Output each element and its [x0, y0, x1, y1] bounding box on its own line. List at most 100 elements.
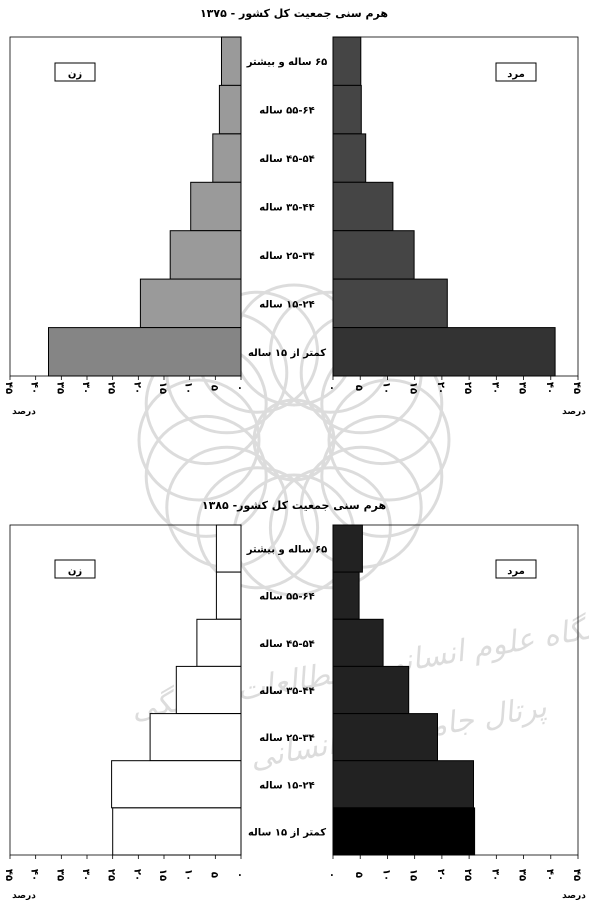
population-pyramid-1385: هرم سنی جمعیت کل کشور- ۱۳۸۵ ۶۵ ساله و بی… [3, 499, 586, 901]
right-tick-label: ۴۰ [544, 382, 555, 394]
left-tick-label: ۰ [234, 872, 245, 878]
right-tick-label: ۱۵ [408, 382, 419, 394]
age-group-label: ۱۵-۲۴ ساله [259, 780, 314, 791]
left-tick-label: ۴۵ [3, 869, 14, 881]
female-bar-0 [215, 524, 242, 573]
right-tick-label: ۱۰ [380, 382, 391, 394]
age-group-label: ۲۵-۳۴ ساله [259, 733, 314, 744]
female-legend-label: زن [68, 69, 83, 80]
right-tick-label: ۳۰ [489, 869, 500, 881]
male-bar-2 [332, 618, 384, 667]
age-group-label: ۲۵-۳۴ ساله [259, 251, 314, 262]
age-group-label: ۳۵-۴۴ ساله [259, 203, 314, 214]
female-legend-box [54, 62, 96, 82]
plot-area: ۶۵ ساله و بیشتر ۵۵-۶۴ ساله ۴۵-۵۴ ساله ۳۵-۴۴… [3, 524, 586, 901]
male-legend-label: مرد [507, 69, 525, 80]
left-axis-unit-label: درصد [12, 407, 36, 417]
left-tick-label: ۳۵ [54, 382, 65, 394]
female-bar-2 [196, 618, 242, 667]
female-bar-3 [190, 181, 242, 232]
right-tick-label: ۰ [326, 385, 337, 391]
plot-area: ۶۵ ساله و بیشتر ۵۵-۶۴ ساله ۴۵-۵۴ ساله ۳۵-۴۴… [3, 36, 586, 417]
right-axis-unit-label: درصد [562, 891, 586, 901]
left-tick-label: ۲۰ [131, 382, 142, 394]
male-bar-6 [332, 327, 556, 377]
left-axis-unit-label: درصد [12, 891, 36, 901]
male-bar-2 [332, 133, 367, 183]
left-tick-label: ۲۵ [106, 382, 117, 394]
age-group-label: ۵۵-۶۴ ساله [259, 592, 314, 603]
right-tick-label: ۰ [326, 872, 337, 878]
male-bar-6 [332, 807, 476, 856]
female-bar-4 [149, 713, 242, 762]
female-legend-box [54, 559, 96, 579]
age-group-label: کمتر از ۱۵ ساله [248, 827, 326, 838]
left-tick-label: ۴۰ [29, 382, 40, 394]
male-bar-3 [332, 181, 394, 232]
male-bar-0 [332, 36, 362, 86]
left-tick-label: ۳۰ [80, 382, 91, 394]
female-bar-0 [221, 36, 242, 86]
right-tick-label: ۳۵ [517, 382, 528, 394]
right-tick-label: ۱۰ [380, 869, 391, 881]
right-tick-label: ۴۰ [544, 869, 555, 881]
left-tick-label: ۵ [208, 872, 219, 878]
female-bar-2 [212, 133, 242, 183]
left-tick-label: ۱۰ [183, 869, 194, 881]
female-bar-1 [215, 571, 242, 620]
male-legend-box [495, 62, 537, 82]
age-group-label: ۴۵-۵۴ ساله [259, 154, 314, 165]
right-tick-label: ۵ [353, 872, 364, 878]
left-tick-label: ۲۵ [106, 869, 117, 881]
right-tick-label: ۲۰ [435, 382, 446, 394]
chart-title: هرم سنی جمعیت کل کشور - ۱۳۷۵ [200, 7, 388, 20]
right-tick-label: ۳۰ [489, 382, 500, 394]
left-tick-label: ۳۵ [54, 869, 65, 881]
right-axis-unit-label: درصد [562, 407, 586, 417]
right-tick-label: ۲۵ [462, 382, 473, 394]
male-bar-3 [332, 665, 410, 714]
watermark-petal [137, 378, 261, 502]
female-bar-6 [112, 807, 242, 856]
left-tick-label: ۲۰ [131, 869, 142, 881]
male-bar-4 [332, 230, 415, 280]
watermark-petal [144, 414, 268, 538]
right-tick-label: ۱۵ [408, 869, 419, 881]
right-tick-label: ۵ [353, 385, 364, 391]
watermark-core [252, 398, 336, 482]
male-bar-1 [332, 571, 360, 620]
female-bar-6 [48, 327, 242, 377]
age-group-label: ۶۵ ساله و بیشتر [246, 57, 328, 68]
watermark-petal [268, 466, 392, 590]
right-tick-label: ۲۰ [435, 869, 446, 881]
female-bar-4 [169, 230, 242, 280]
chart-title: هرم سنی جمعیت کل کشور- ۱۳۸۵ [202, 499, 386, 512]
age-group-label: ۵۵-۶۴ ساله [259, 106, 314, 117]
female-bar-5 [139, 278, 242, 329]
left-tick-label: ۴۵ [3, 382, 14, 394]
left-tick-label: ۰ [234, 385, 245, 391]
age-group-label: ۴۵-۵۴ ساله [259, 639, 314, 650]
age-group-label: ۶۵ ساله و بیشتر [246, 545, 328, 556]
male-bar-4 [332, 713, 438, 762]
male-bar-5 [332, 278, 448, 329]
watermark-petal [327, 378, 451, 502]
left-tick-label: ۳۰ [80, 869, 91, 881]
female-bar-5 [111, 760, 242, 809]
male-bar-1 [332, 84, 362, 135]
population-pyramid-1375: هرم سنی جمعیت کل کشور - ۱۳۷۵ ۶۵ ساله و ب… [3, 7, 586, 417]
right-tick-label: ۲۵ [462, 869, 473, 881]
watermark-petal [196, 466, 320, 590]
left-tick-label: ۵ [208, 385, 219, 391]
right-tick-label: ۳۵ [517, 869, 528, 881]
male-bar-0 [332, 524, 363, 573]
female-legend-label: زن [68, 566, 83, 577]
female-bar-3 [175, 665, 242, 714]
age-group-label: ۳۵-۴۴ ساله [259, 686, 314, 697]
right-tick-label: ۴۵ [571, 869, 582, 881]
left-tick-label: ۱۵ [157, 869, 168, 881]
age-group-label: کمتر از ۱۵ ساله [248, 348, 326, 359]
male-legend-box [495, 559, 537, 579]
left-tick-label: ۴۰ [29, 869, 40, 881]
right-tick-label: ۴۵ [571, 382, 582, 394]
